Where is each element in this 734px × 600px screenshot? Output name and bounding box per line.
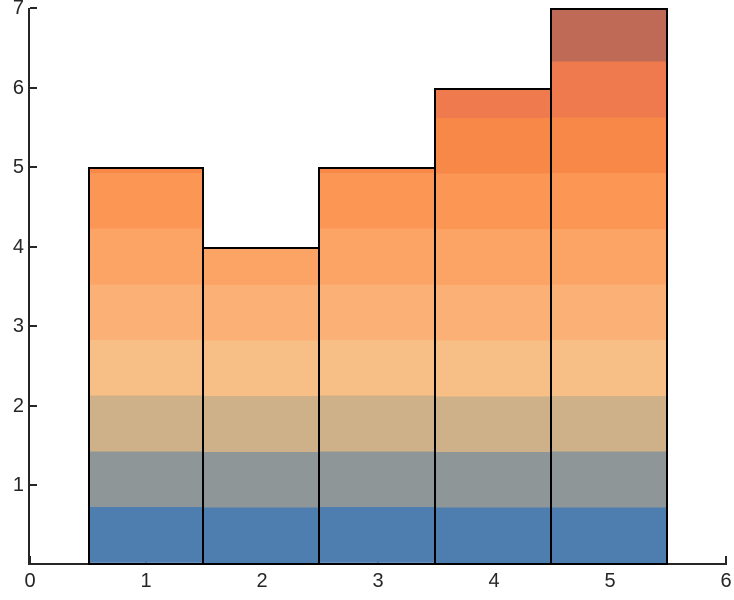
x-tick-label-1: 1	[140, 570, 152, 592]
x-tick-label-3: 3	[372, 570, 384, 592]
x-tick-label-5: 5	[604, 570, 616, 592]
y-tick-mark	[30, 325, 37, 328]
y-tick-label-6: 6	[12, 76, 24, 99]
y-tick-label-3: 3	[12, 315, 24, 338]
x-tick-mark	[725, 556, 727, 563]
y-axis-line	[28, 8, 30, 565]
bar-x1	[88, 167, 204, 565]
x-tick-label-6: 6	[720, 570, 732, 592]
y-tick-label-2: 2	[12, 394, 24, 417]
x-tick-label-2: 2	[256, 570, 268, 592]
y-tick-mark	[30, 166, 37, 169]
y-tick-mark	[30, 7, 37, 9]
bar-x3	[318, 167, 436, 565]
y-tick-mark	[30, 404, 37, 407]
y-tick-label-5: 5	[12, 156, 24, 179]
bar-x2	[202, 246, 320, 565]
x-tick-mark	[29, 556, 31, 563]
y-tick-label-1: 1	[12, 474, 24, 497]
y-tick-mark	[30, 484, 37, 487]
bar-x5	[550, 8, 668, 565]
y-tick-label-4: 4	[12, 235, 24, 258]
x-tick-label-4: 4	[488, 570, 500, 592]
x-tick-label-0: 0	[24, 570, 36, 592]
y-tick-label-7: 7	[12, 0, 24, 19]
y-tick-mark	[30, 86, 37, 89]
y-tick-mark	[30, 245, 37, 248]
